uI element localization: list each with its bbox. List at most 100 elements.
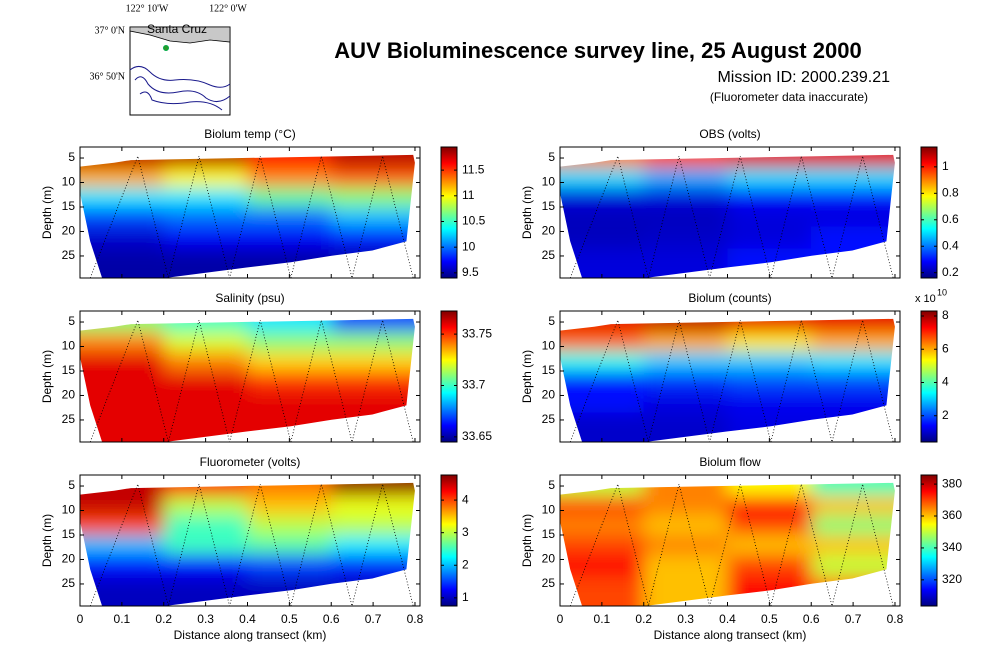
heatmap-cell [80,515,165,536]
heatmap-cell [560,167,645,188]
heatmap-cell [331,206,415,228]
heatmap-cells [560,154,895,278]
colorbar-tick-label: 0.2 [942,265,959,279]
colorbar-tick-label: 4 [462,492,469,506]
colorbar-tick-label: 0.6 [942,212,959,226]
heatmap-cell [560,370,645,392]
heatmap-cell [643,495,728,516]
x-tick-label: 0.3 [677,612,694,626]
heatmap-cell [247,226,332,250]
note: (Fluorometer data inaccurate) [710,90,868,104]
heatmap-cell [331,351,415,372]
heatmap-cell [811,226,895,250]
heatmap-cell [727,554,812,578]
heatmap-cell [811,390,895,414]
auv-track [569,482,894,607]
y-tick-label: 20 [62,388,76,402]
heatmap-cell [331,318,415,333]
heatmap-cell [727,370,812,392]
heatmap-cell [560,226,645,250]
y-tick-label: 20 [542,552,556,566]
heatmap-cell [560,351,645,372]
heatmap-cell [331,226,415,250]
contour [134,76,231,102]
heatmap-cell [80,226,165,250]
colorbar-tick-label: 3 [462,525,469,539]
colorbar-tick-label: 380 [942,476,962,490]
y-tick-label: 20 [542,388,556,402]
x-tick-label: 0.2 [635,612,652,626]
x-tick-label: 0.7 [365,612,382,626]
heatmap-cell [247,318,332,333]
y-tick-label: 5 [548,478,555,492]
colorbar-tick-label: 9.5 [462,265,479,279]
panel: 5 10 15 20 25 Biolum temp (°C) Depth (m) 9.5 10 1… [40,127,486,279]
heatmap-cell [163,331,248,352]
colorbar [920,146,938,279]
y-tick-label: 10 [62,175,76,189]
y-tick-label: 25 [62,412,76,426]
x-tick-label: 0.5 [761,612,778,626]
colorbar-tick-label: 320 [942,572,962,586]
heatmap-cell [163,534,248,556]
heatmap-cell [643,167,728,188]
auv-track [89,318,414,443]
contour [129,66,231,88]
x-tick-label: 0 [77,612,84,626]
panel-title: Biolum temp (°C) [204,127,295,141]
x-tick-label: 0.8 [407,612,424,626]
contour [139,91,223,111]
heatmap-cell [811,370,895,392]
y-tick-label: 15 [62,199,76,213]
y-tick-label: 5 [68,150,75,164]
panel-title: OBS (volts) [699,127,760,141]
heatmap-cell [811,515,895,536]
heatmap-cell [163,226,248,250]
heatmap-cell [560,515,645,536]
x-axis-label: Distance along transect (km) [654,628,807,642]
survey-location [163,45,169,51]
x-tick-label: 0.7 [845,612,862,626]
heatmap-cell [643,554,728,578]
heatmap-cell [811,554,895,578]
plot-frame [79,474,421,607]
map-x-label: 122° 0'W [209,3,247,14]
heatmap-cell [247,370,332,392]
y-tick-label: 10 [542,339,556,353]
heatmap-cell [811,187,895,208]
heatmap-cell [331,495,415,516]
heatmap-cell [331,482,415,497]
heatmap-cell [247,206,332,228]
heatmap-cell [80,351,165,372]
heatmap-cell [727,331,812,352]
heatmap-cell [811,482,895,497]
y-tick-label: 25 [62,248,76,262]
heatmap-cell [811,351,895,372]
y-tick-label: 20 [62,552,76,566]
y-tick-label: 15 [542,527,556,541]
heatmap-cell [643,351,728,372]
colorbar [920,474,938,607]
heatmap-cell [163,515,248,536]
y-tick-label: 5 [68,478,75,492]
panel-title: Biolum (counts) [688,291,771,305]
heatmap-cell [560,495,645,516]
y-tick-label: 5 [548,150,555,164]
heatmap-field [80,154,415,278]
heatmap-cell [811,154,895,169]
auv-track [89,154,414,279]
colorbar-tick-label: 10.5 [462,214,486,228]
panel-title: Biolum flow [699,455,761,469]
heatmap-cell [163,187,248,208]
colorbar [440,146,458,279]
heatmap-cells [80,154,415,278]
x-tick-label: 0.8 [887,612,904,626]
colorbar-tick-label: 0.8 [942,185,959,199]
colorbar-tick-label: 33.7 [462,378,486,392]
heatmap-cell [80,554,165,578]
colorbar-tick-label: 1 [942,159,949,173]
colorbar-tick-label: 11 [462,188,475,202]
colorbar-tick-label: 1 [462,590,469,604]
heatmap-cell [80,206,165,228]
heatmap-cell [811,534,895,556]
